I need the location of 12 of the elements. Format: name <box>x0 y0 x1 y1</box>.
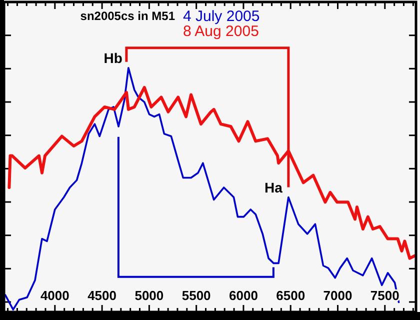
x-tick-label: 5000 <box>134 288 164 303</box>
annotation: Ha <box>264 179 283 196</box>
text: 4 July 2005 <box>183 8 260 25</box>
text: 8 Aug 2005 <box>183 23 259 40</box>
chart-title: sn2005cs in M51 <box>80 9 176 23</box>
x-tick-label: 5500 <box>182 288 211 303</box>
x-tick-label: 6500 <box>276 288 306 303</box>
annotation: Hb <box>104 50 122 66</box>
x-tick-label: 4000 <box>40 288 70 303</box>
x-tick-label: 7000 <box>323 288 352 303</box>
x-tick-label: 6000 <box>229 288 258 303</box>
x-tick-label: 4500 <box>88 288 117 303</box>
